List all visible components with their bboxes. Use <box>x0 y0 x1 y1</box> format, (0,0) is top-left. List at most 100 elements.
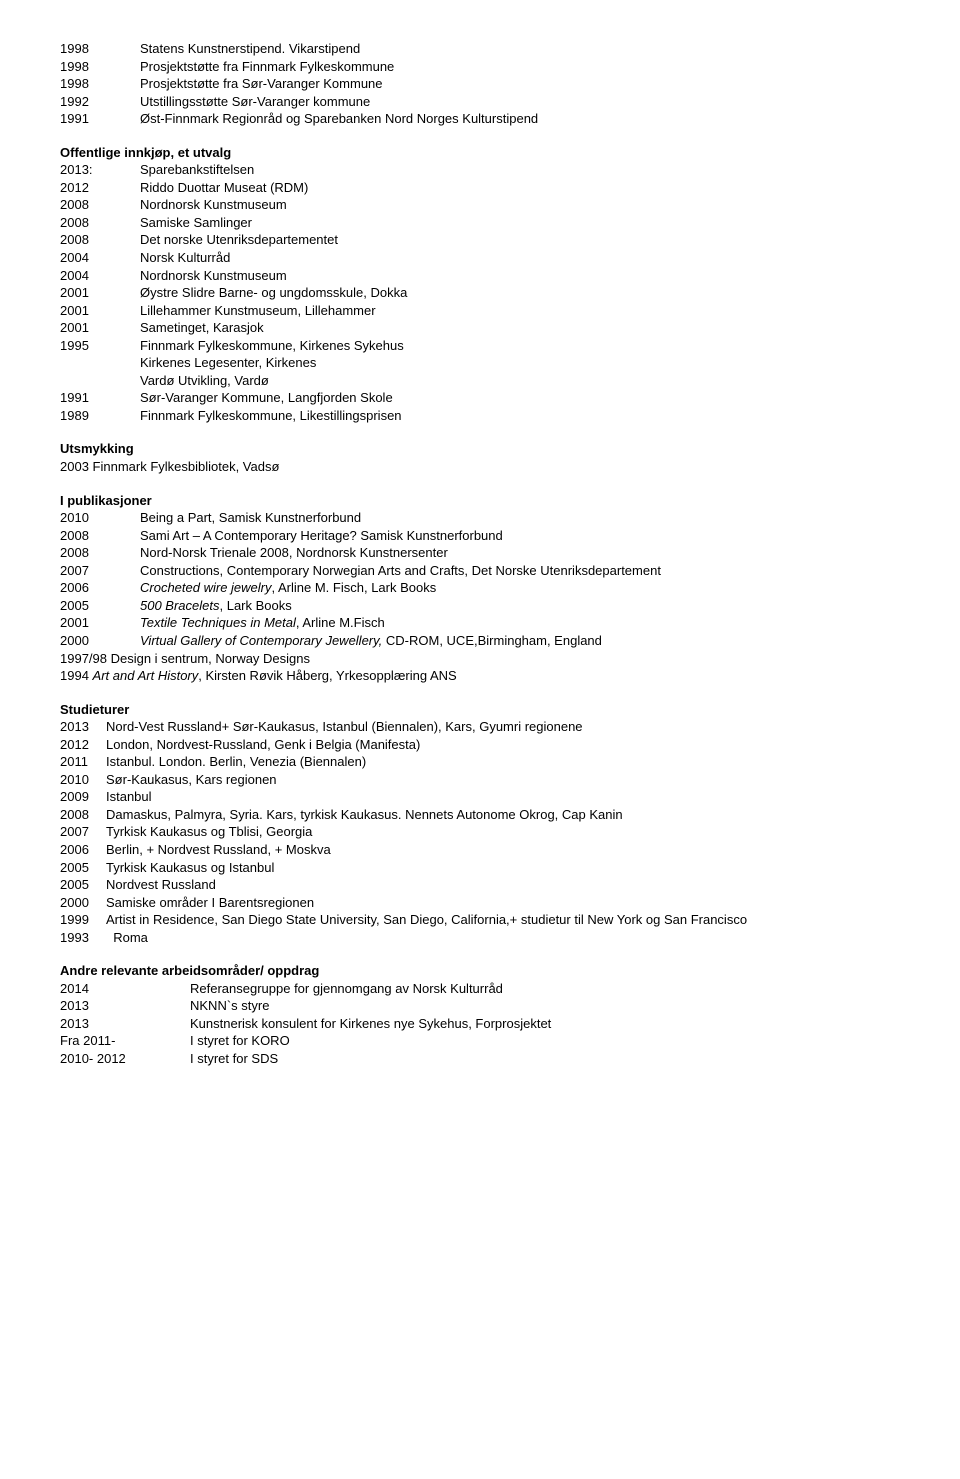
row-text: Øst-Finnmark Regionråd og Sparebanken No… <box>140 110 900 128</box>
row-text: Lillehammer Kunstmuseum, Lillehammer <box>140 302 900 320</box>
row-year: 2012 <box>60 179 140 197</box>
table-row: 2008Damaskus, Palmyra, Syria. Kars, tyrk… <box>60 806 900 824</box>
row-text: Samiske Samlinger <box>140 214 900 232</box>
row-text: Utstillingsstøtte Sør-Varanger kommune <box>140 93 900 111</box>
row-year: 2012 <box>60 736 106 754</box>
row-year: 2000 <box>60 632 140 650</box>
italic-title: Virtual Gallery of Contemporary Jeweller… <box>140 633 386 648</box>
table-row: 2008Det norske Utenriksdepartementet <box>60 231 900 249</box>
row-year: 1991 <box>60 110 140 128</box>
row-text: Sparebankstiftelsen <box>140 161 900 179</box>
table-row: 1998Statens Kunstnerstipend. Vikarstipen… <box>60 40 900 58</box>
section-title-utsmykking: Utsmykking <box>60 440 900 458</box>
table-row: 1998Prosjektstøtte fra Sør-Varanger Komm… <box>60 75 900 93</box>
offentlige-rows: 2013:Sparebankstiftelsen2012Riddo Duotta… <box>60 161 900 424</box>
italic-title: Crocheted wire jewelry <box>140 580 272 595</box>
table-row: 1989Finnmark Fylkeskommune, Likestilling… <box>60 407 900 425</box>
table-row: 2008Samiske Samlinger <box>60 214 900 232</box>
table-row: 2005Tyrkisk Kaukasus og Istanbul <box>60 859 900 877</box>
row-text: Sør-Varanger Kommune, Langfjorden Skole <box>140 389 900 407</box>
row-text: Samiske områder I Barentsregionen <box>106 894 900 912</box>
andre-rows: 2014Referansegruppe for gjennomgang av N… <box>60 980 900 1068</box>
row-year: 2007 <box>60 562 140 580</box>
row-text: I styret for SDS <box>190 1050 900 1068</box>
table-row: 1992Utstillingsstøtte Sør-Varanger kommu… <box>60 93 900 111</box>
row-text: Vardø Utvikling, Vardø <box>140 372 900 390</box>
italic-title: Textile Techniques in Metal <box>140 615 296 630</box>
table-row: 2013Kunstnerisk konsulent for Kirkenes n… <box>60 1015 900 1033</box>
italic-title: Art and Art History <box>93 668 199 683</box>
row-text: Constructions, Contemporary Norwegian Ar… <box>140 562 900 580</box>
section-title-ipub: I publikasjoner <box>60 492 900 510</box>
table-row: 2011Istanbul. London. Berlin, Venezia (B… <box>60 753 900 771</box>
table-row: 2004Nordnorsk Kunstmuseum <box>60 267 900 285</box>
table-row: 1993 Roma <box>60 929 900 947</box>
table-row: 2005Nordvest Russland <box>60 876 900 894</box>
table-row: 2008Sami Art – A Contemporary Heritage? … <box>60 527 900 545</box>
table-row: 2000Virtual Gallery of Contemporary Jewe… <box>60 632 900 650</box>
section-title-offentlige: Offentlige innkjøp, et utvalg <box>60 144 900 162</box>
row-text: Damaskus, Palmyra, Syria. Kars, tyrkisk … <box>106 806 900 824</box>
row-year: 2013 <box>60 997 190 1015</box>
table-row: 2012London, Nordvest-Russland, Genk i Be… <box>60 736 900 754</box>
studieturer-rows: 2013Nord-Vest Russland+ Sør-Kaukasus, Is… <box>60 718 900 946</box>
row-text: Tyrkisk Kaukasus og Istanbul <box>106 859 900 877</box>
row-year: 2008 <box>60 196 140 214</box>
row-text: Textile Techniques in Metal, Arline M.Fi… <box>140 614 900 632</box>
row-text: Kunstnerisk konsulent for Kirkenes nye S… <box>190 1015 900 1033</box>
row-year: 2008 <box>60 231 140 249</box>
row-text: Istanbul. London. Berlin, Venezia (Bienn… <box>106 753 900 771</box>
row-text: Statens Kunstnerstipend. Vikarstipend <box>140 40 900 58</box>
row-year: 2006 <box>60 841 106 859</box>
row-text: Referansegruppe for gjennomgang av Norsk… <box>190 980 900 998</box>
utsmykking-line: 2003 Finnmark Fylkesbibliotek, Vadsø <box>60 458 900 476</box>
row-text: Being a Part, Samisk Kunstnerforbund <box>140 509 900 527</box>
row-text: Tyrkisk Kaukasus og Tblisi, Georgia <box>106 823 900 841</box>
row-text: Virtual Gallery of Contemporary Jeweller… <box>140 632 900 650</box>
table-row: 2009Istanbul <box>60 788 900 806</box>
row-text: Berlin, + Nordvest Russland, + Moskva <box>106 841 900 859</box>
row-year: 2000 <box>60 894 106 912</box>
row-text: NKNN`s styre <box>190 997 900 1015</box>
table-row: 2008Nord-Norsk Trienale 2008, Nordnorsk … <box>60 544 900 562</box>
row-text: Finnmark Fylkeskommune, Kirkenes Sykehus <box>140 337 900 355</box>
row-year: 1995 <box>60 337 140 355</box>
row-year: 2005 <box>60 597 140 615</box>
row-text: Sametinget, Karasjok <box>140 319 900 337</box>
row-text: I styret for KORO <box>190 1032 900 1050</box>
table-row: 2010- 2012I styret for SDS <box>60 1050 900 1068</box>
row-year: 2010- 2012 <box>60 1050 190 1068</box>
row-year: 2001 <box>60 302 140 320</box>
row-text: Norsk Kulturråd <box>140 249 900 267</box>
italic-title: 500 Bracelets <box>140 598 220 613</box>
table-row: 2001Textile Techniques in Metal, Arline … <box>60 614 900 632</box>
row-year: 2008 <box>60 544 140 562</box>
row-year: 2004 <box>60 249 140 267</box>
rest-text: , Arline M. Fisch, Lark Books <box>272 580 437 595</box>
row-year: 2013 <box>60 1015 190 1033</box>
row-text: Sami Art – A Contemporary Heritage? Sami… <box>140 527 900 545</box>
table-row: 2010Sør-Kaukasus, Kars regionen <box>60 771 900 789</box>
row-year: 2013: <box>60 161 140 179</box>
row-year: Fra 2011- <box>60 1032 190 1050</box>
table-row: 2005500 Bracelets, Lark Books <box>60 597 900 615</box>
table-row: 2001Lillehammer Kunstmuseum, Lillehammer <box>60 302 900 320</box>
table-row: 2000Samiske områder I Barentsregionen <box>60 894 900 912</box>
table-row: 2006Berlin, + Nordvest Russland, + Moskv… <box>60 841 900 859</box>
table-row: 2013NKNN`s styre <box>60 997 900 1015</box>
section-title-studieturer: Studieturer <box>60 701 900 719</box>
row-year: 1998 <box>60 75 140 93</box>
row-year: 2005 <box>60 859 106 877</box>
row-text: Nord-Vest Russland+ Sør-Kaukasus, Istanb… <box>106 718 900 736</box>
row-year: 2001 <box>60 284 140 302</box>
row-text: Nordnorsk Kunstmuseum <box>140 196 900 214</box>
row-year: 1991 <box>60 389 140 407</box>
table-row: 2001Sametinget, Karasjok <box>60 319 900 337</box>
table-row: Vardø Utvikling, Vardø <box>60 372 900 390</box>
tail-line: 1994 Art and Art History, Kirsten Røvik … <box>60 667 900 685</box>
top-rows: 1998Statens Kunstnerstipend. Vikarstipen… <box>60 40 900 128</box>
row-text: Roma <box>106 929 900 947</box>
table-row: 1998Prosjektstøtte fra Finnmark Fylkesko… <box>60 58 900 76</box>
row-year: 1999 <box>60 911 106 929</box>
ipub-rows: 2010Being a Part, Samisk Kunstnerforbund… <box>60 509 900 684</box>
